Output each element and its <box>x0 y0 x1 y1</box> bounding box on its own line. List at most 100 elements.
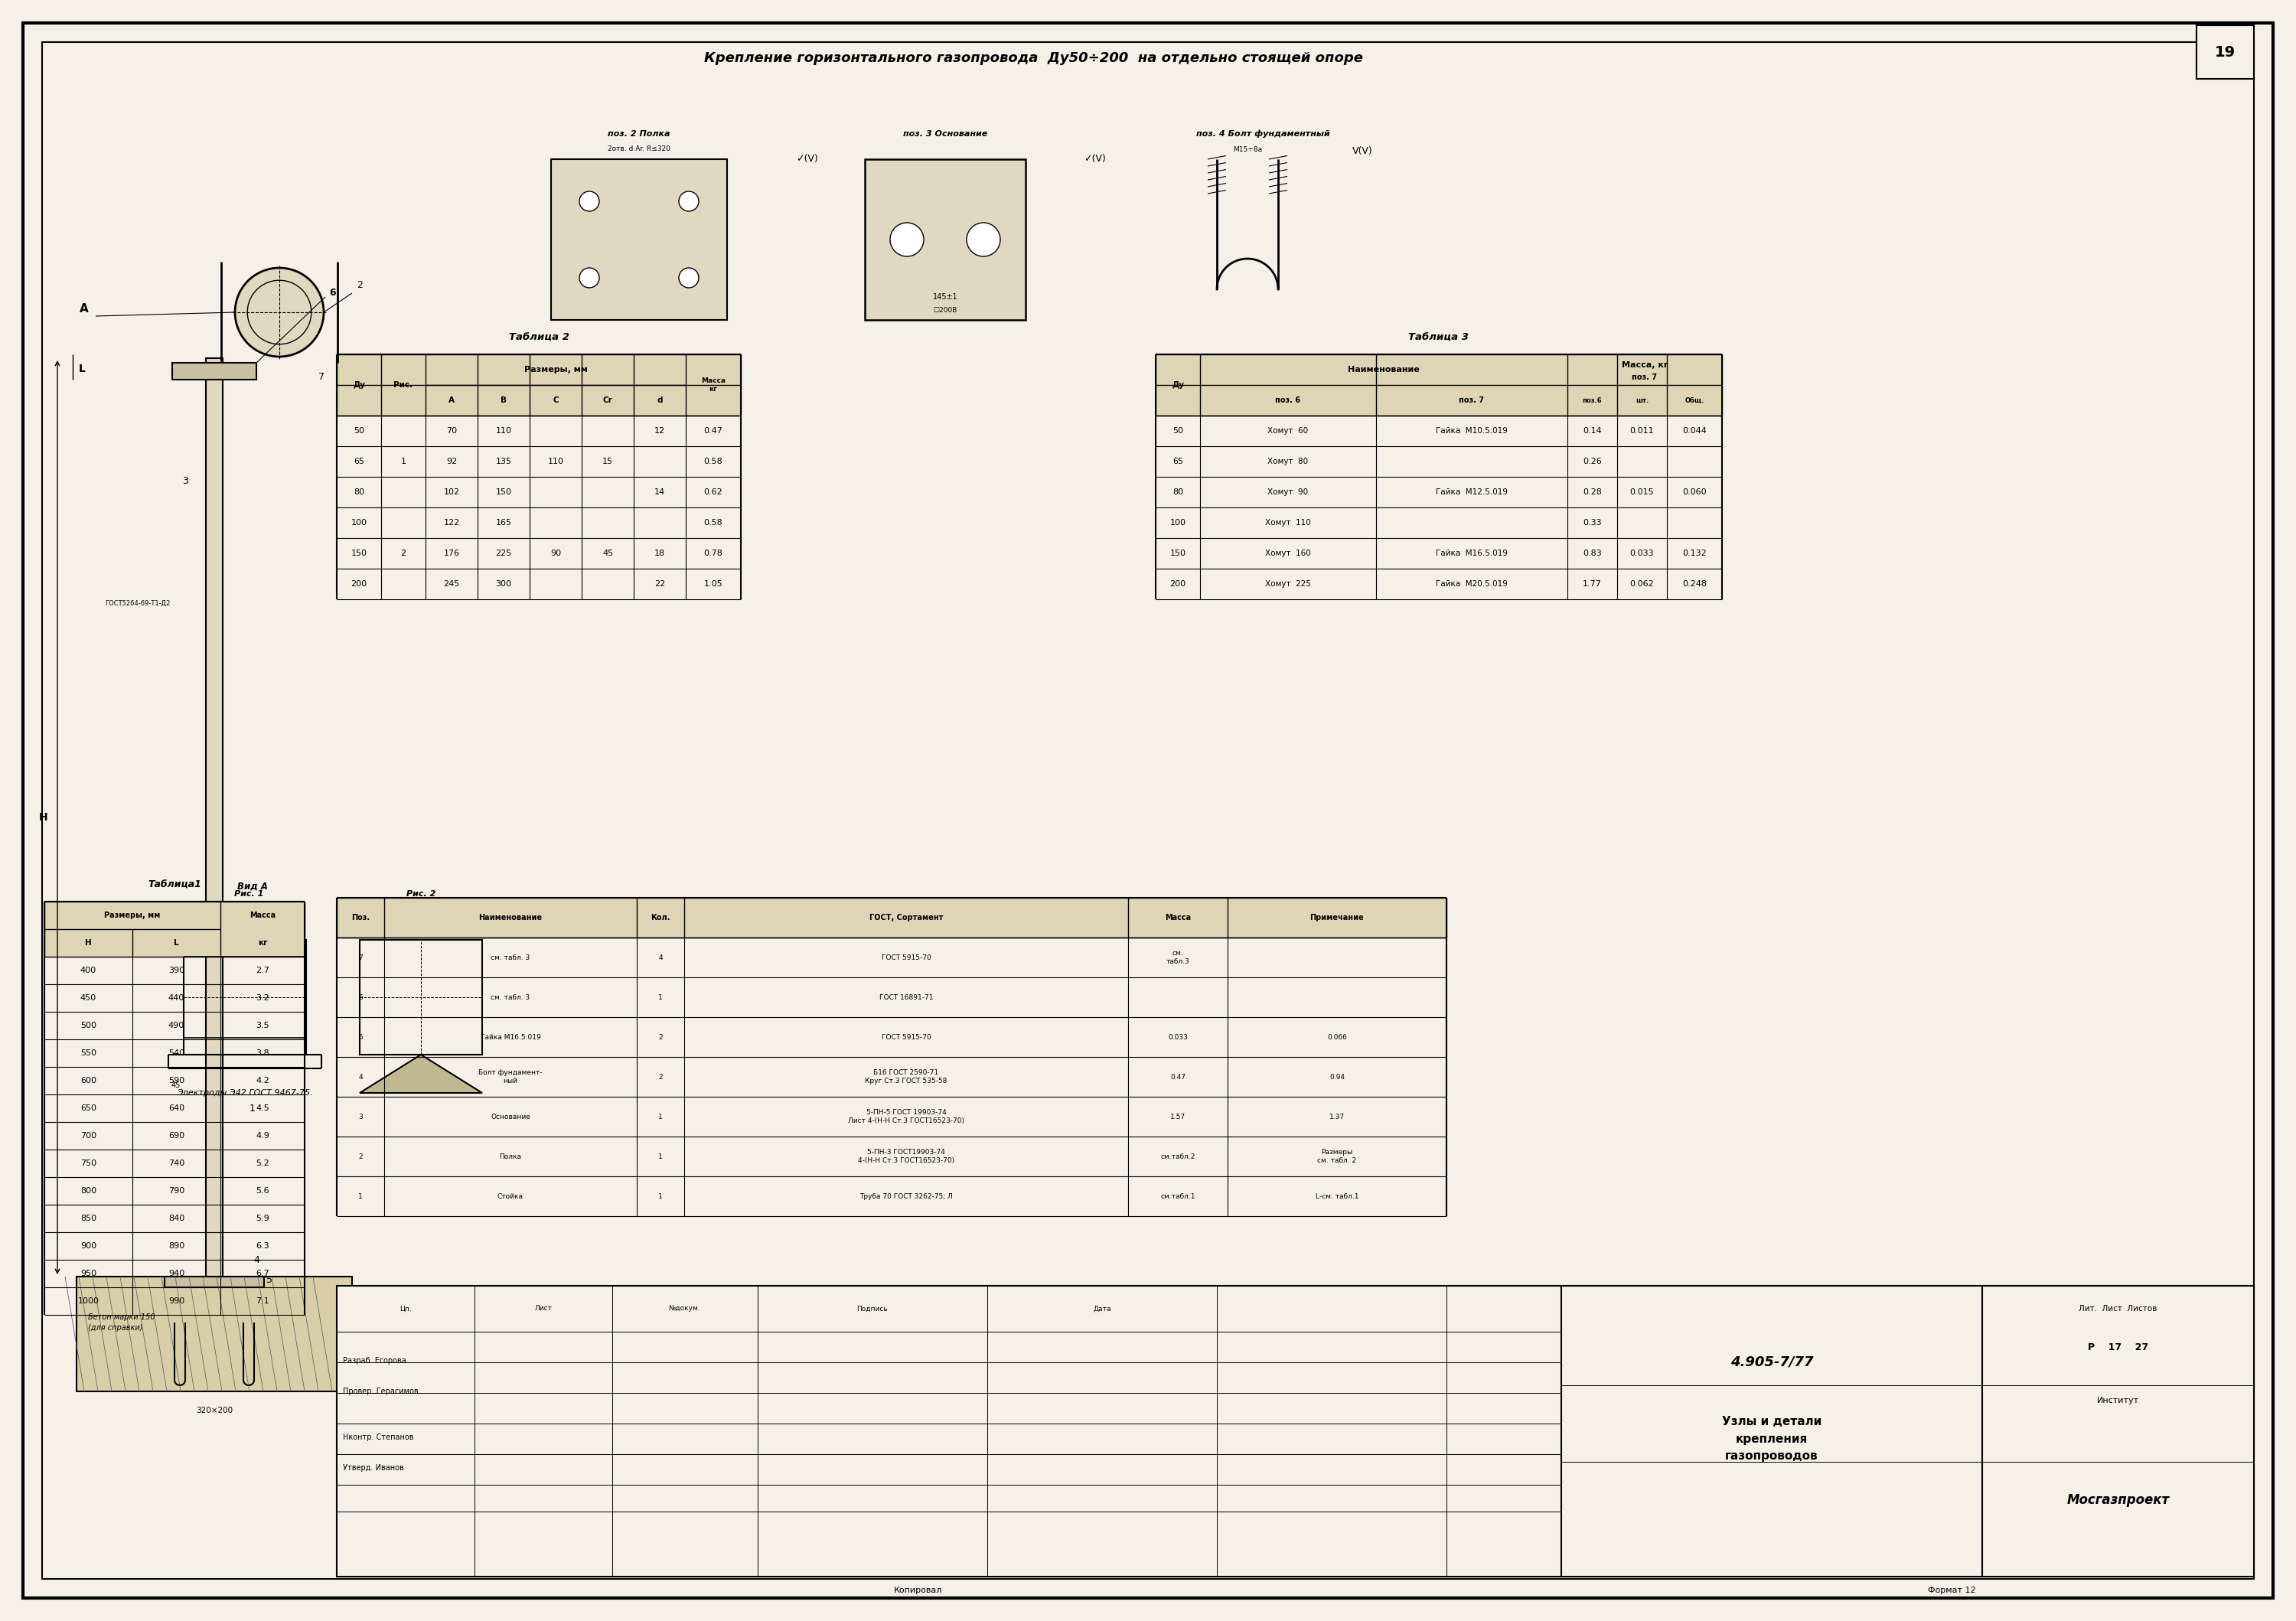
Text: Размеры, мм: Размеры, мм <box>523 366 588 373</box>
Text: кг: кг <box>257 939 266 947</box>
Text: 4.905-7/77: 4.905-7/77 <box>1731 1355 1814 1370</box>
Bar <box>866 159 1026 319</box>
Text: Примечание: Примечание <box>1311 914 1364 921</box>
Text: 5: 5 <box>266 1276 273 1285</box>
Text: Хомут  80: Хомут 80 <box>1267 457 1309 465</box>
Text: Мосгазпроект: Мосгазпроект <box>2066 1493 2170 1508</box>
Text: 5-ПН-5 ГОСТ 19903-74
Лист 4-(Н-Н Ст.3 ГОСТ16523-70): 5-ПН-5 ГОСТ 19903-74 Лист 4-(Н-Н Ст.3 ГО… <box>847 1109 964 1123</box>
Text: 300: 300 <box>496 580 512 588</box>
Text: поз. 3 Основание: поз. 3 Основание <box>902 130 987 138</box>
Text: Узлы и детали
крепления
газопроводов: Узлы и детали крепления газопроводов <box>1722 1417 1821 1462</box>
Text: 102: 102 <box>443 488 459 496</box>
Text: С: С <box>553 397 558 404</box>
Circle shape <box>579 267 599 289</box>
Text: Копировал: Копировал <box>893 1587 944 1593</box>
Text: 0.011: 0.011 <box>1630 426 1653 434</box>
Text: 6.7: 6.7 <box>255 1269 269 1277</box>
Text: 890: 890 <box>168 1242 184 1250</box>
Text: Гайка М16.5.019: Гайка М16.5.019 <box>480 1034 540 1041</box>
Text: 135: 135 <box>496 457 512 465</box>
Text: 5.9: 5.9 <box>255 1214 269 1222</box>
Text: Основание: Основание <box>491 1114 530 1120</box>
Text: 100: 100 <box>1169 519 1185 527</box>
Text: 790: 790 <box>168 1187 184 1195</box>
Text: 1.57: 1.57 <box>1171 1114 1185 1120</box>
Bar <box>2197 26 2255 79</box>
Text: 176: 176 <box>443 550 459 558</box>
Text: Кол.: Кол. <box>650 914 670 921</box>
Text: 690: 690 <box>168 1131 184 1140</box>
Text: 0.132: 0.132 <box>1683 550 1706 558</box>
Text: Таблица 2: Таблица 2 <box>510 332 569 342</box>
Text: Гайка  М12.5.019: Гайка М12.5.019 <box>1435 488 1508 496</box>
Bar <box>44 901 305 956</box>
Text: ГОСТ 5915-70: ГОСТ 5915-70 <box>882 1034 930 1041</box>
Text: 7: 7 <box>319 373 324 383</box>
Text: L: L <box>174 939 179 947</box>
Text: Хомут  225: Хомут 225 <box>1265 580 1311 588</box>
Text: Бетон марки 150
(для справки): Бетон марки 150 (для справки) <box>87 1313 156 1331</box>
Text: 3: 3 <box>181 475 188 486</box>
Text: 840: 840 <box>168 1214 184 1222</box>
Text: 0.58: 0.58 <box>705 519 723 527</box>
Text: 2: 2 <box>659 1034 664 1041</box>
Text: 245: 245 <box>443 580 459 588</box>
Text: Рис.: Рис. <box>393 381 413 389</box>
Text: Общ.: Общ. <box>1685 397 1704 404</box>
Text: 80: 80 <box>354 488 365 496</box>
Text: 19: 19 <box>2213 45 2236 60</box>
Bar <box>338 1285 2255 1577</box>
Text: 100: 100 <box>351 519 367 527</box>
Bar <box>184 940 305 1055</box>
Text: Р    17    27: Р 17 27 <box>2087 1342 2149 1352</box>
Text: 22: 22 <box>654 580 666 588</box>
Text: см.
табл.3: см. табл.3 <box>1166 950 1189 964</box>
Text: см. табл. 3: см. табл. 3 <box>491 955 530 961</box>
Text: 0.062: 0.062 <box>1630 580 1653 588</box>
Text: Б16 ГОСТ 2590-71
Круг Ст.3 ГОСТ 535-58: Б16 ГОСТ 2590-71 Круг Ст.3 ГОСТ 535-58 <box>866 1070 948 1084</box>
Text: 990: 990 <box>168 1297 184 1305</box>
Text: Дата: Дата <box>1093 1305 1111 1311</box>
Text: Хомут  60: Хомут 60 <box>1267 426 1309 434</box>
Bar <box>338 898 1446 937</box>
Text: 2: 2 <box>358 1153 363 1161</box>
Text: 0.47: 0.47 <box>1171 1073 1185 1080</box>
Text: 6.3: 6.3 <box>255 1242 269 1250</box>
Text: 490: 490 <box>168 1021 184 1029</box>
Text: Гайка  М20.5.019: Гайка М20.5.019 <box>1435 580 1508 588</box>
Text: 0.015: 0.015 <box>1630 488 1653 496</box>
Text: 6: 6 <box>331 289 335 298</box>
Bar <box>360 940 482 1055</box>
Text: см. табл. 3: см. табл. 3 <box>491 994 530 1000</box>
Text: шт.: шт. <box>1635 397 1649 404</box>
Text: поз. 7: поз. 7 <box>1632 373 1658 381</box>
Text: ГОСТ 16891-71: ГОСТ 16891-71 <box>879 994 932 1000</box>
Text: 2отв. d Ar. R≤320: 2отв. d Ar. R≤320 <box>608 146 670 152</box>
Text: Лист: Лист <box>535 1305 551 1311</box>
Text: 5.2: 5.2 <box>255 1159 269 1167</box>
Text: 50: 50 <box>1173 426 1182 434</box>
Text: 940: 940 <box>168 1269 184 1277</box>
Text: А: А <box>448 397 455 404</box>
Circle shape <box>234 267 324 357</box>
Text: V(V): V(V) <box>1352 146 1373 157</box>
Text: 2: 2 <box>400 550 406 558</box>
Text: Гайка  М16.5.019: Гайка М16.5.019 <box>1435 550 1508 558</box>
Text: 1: 1 <box>659 1114 664 1120</box>
Text: 70: 70 <box>445 426 457 434</box>
Text: поз.6: поз.6 <box>1582 397 1603 404</box>
Text: 14: 14 <box>654 488 666 496</box>
Text: 1: 1 <box>659 994 664 1000</box>
Text: 1: 1 <box>659 1153 664 1161</box>
Text: 4.9: 4.9 <box>255 1131 269 1140</box>
Text: 90: 90 <box>551 550 560 558</box>
Text: 145±1: 145±1 <box>932 293 957 302</box>
Text: Масса
кг: Масса кг <box>700 378 726 392</box>
Text: 3: 3 <box>358 1114 363 1120</box>
Text: 4.2: 4.2 <box>255 1076 269 1084</box>
Text: 15: 15 <box>602 457 613 465</box>
Text: В: В <box>501 397 507 404</box>
Text: 1: 1 <box>659 1193 664 1200</box>
Text: 0.62: 0.62 <box>705 488 723 496</box>
Polygon shape <box>360 1055 482 1093</box>
